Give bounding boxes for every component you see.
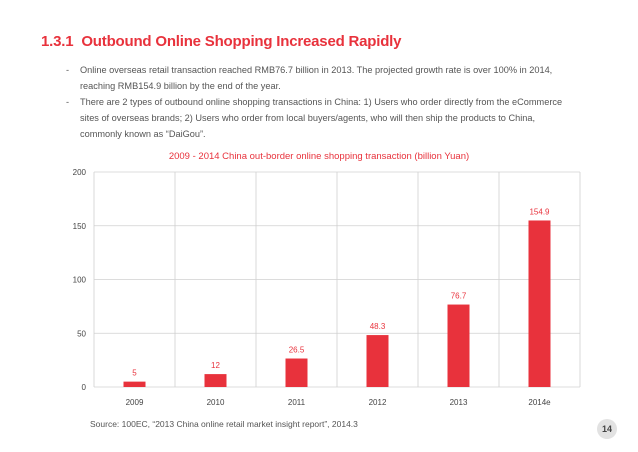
bar-2014e — [528, 220, 551, 387]
chart-title: 2009 - 2014 China out-border online shop… — [168, 151, 470, 162]
x-tick-label: 2010 — [207, 398, 225, 407]
y-tick-label: 100 — [73, 276, 87, 285]
data-label: 12 — [211, 361, 220, 370]
y-tick-label: 50 — [77, 329, 86, 338]
source-note: Source: 100EC, “2013 China online retail… — [90, 419, 358, 429]
x-tick-label: 2009 — [126, 398, 144, 407]
y-tick-label: 150 — [73, 222, 87, 231]
bar-2011 — [285, 358, 308, 387]
bullet-item: Online overseas retail transaction reach… — [66, 62, 578, 94]
data-label: 48.3 — [370, 322, 386, 331]
y-tick-label: 200 — [73, 168, 87, 177]
section-number: 1.3.1 — [41, 33, 74, 50]
bullet-item: There are 2 types of outbound online sho… — [66, 94, 578, 142]
data-label: 5 — [132, 369, 137, 378]
bullet-list: Online overseas retail transaction reach… — [66, 62, 578, 142]
section-heading: 1.3.1 Outbound Online Shopping Increased… — [41, 33, 401, 50]
x-tick-label: 2014e — [528, 398, 551, 407]
bar-2012 — [366, 335, 389, 387]
data-label: 76.7 — [451, 292, 467, 301]
y-tick-label: 0 — [82, 383, 87, 392]
data-label: 26.5 — [289, 346, 305, 355]
x-tick-label: 2011 — [288, 398, 306, 407]
page-number: 14 — [597, 419, 617, 439]
section-title: Outbound Online Shopping Increased Rapid… — [81, 33, 402, 50]
bar-2009 — [123, 381, 146, 387]
x-tick-label: 2013 — [450, 398, 468, 407]
x-tick-label: 2012 — [369, 398, 387, 407]
bar-2013 — [447, 304, 470, 387]
data-label: 154.9 — [529, 207, 550, 216]
bar-2010 — [204, 374, 227, 387]
